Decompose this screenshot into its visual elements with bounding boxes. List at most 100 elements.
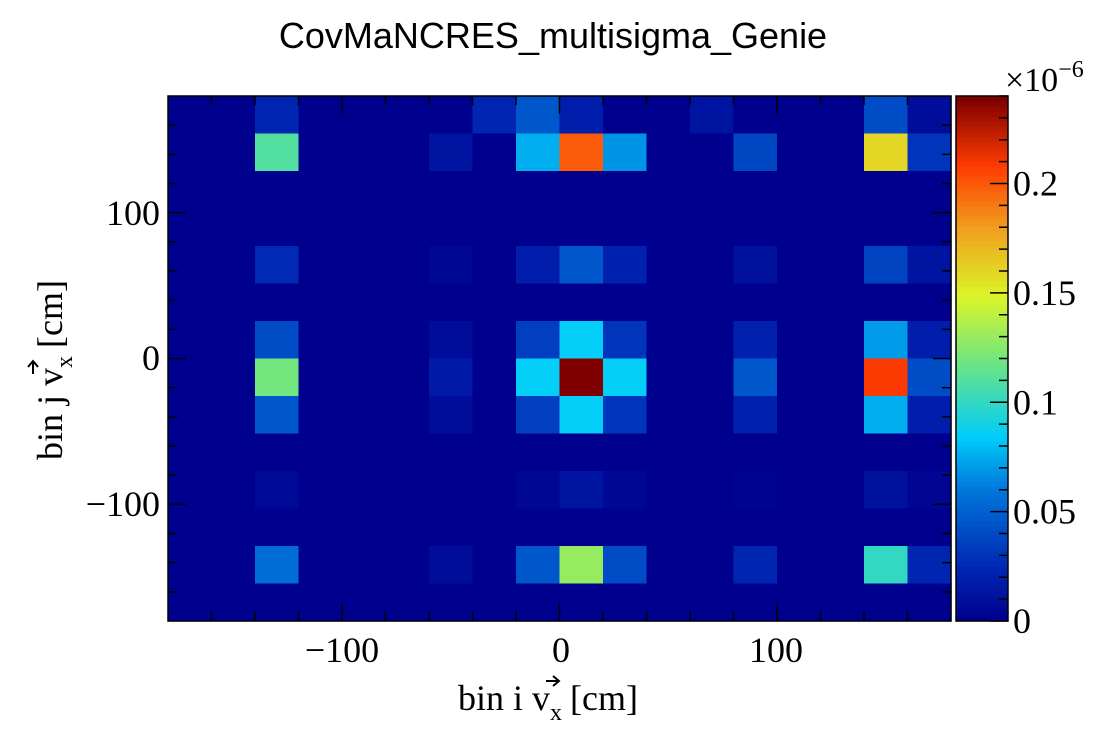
heatmap-cell bbox=[385, 396, 430, 435]
heatmap-cell bbox=[559, 133, 604, 172]
heatmap-cell bbox=[385, 133, 430, 172]
heatmap-cell bbox=[385, 358, 430, 397]
colorbar-segment bbox=[956, 591, 1008, 597]
heatmap-cell bbox=[559, 546, 604, 585]
heatmap-cell bbox=[733, 508, 778, 547]
heatmap-cell bbox=[820, 246, 865, 285]
heatmap-cell bbox=[777, 396, 822, 435]
heatmap-cell bbox=[559, 508, 604, 547]
colorbar-segment bbox=[956, 146, 1008, 152]
heatmap-cell bbox=[385, 283, 430, 322]
heatmap-cell bbox=[777, 133, 822, 172]
heatmap-cell bbox=[646, 396, 691, 435]
heatmap-cell bbox=[907, 133, 952, 172]
colorbar-segment bbox=[956, 416, 1008, 422]
heatmap-cell bbox=[429, 546, 474, 585]
heatmap-cell bbox=[777, 358, 822, 397]
colorbar-segment bbox=[956, 336, 1008, 342]
heatmap-cell bbox=[342, 358, 387, 397]
colorbar-segment bbox=[956, 481, 1008, 487]
heatmap-cell bbox=[168, 133, 213, 172]
heatmap-cell bbox=[211, 321, 256, 360]
colorbar-segment bbox=[956, 261, 1008, 267]
y-axis-var: v bbox=[30, 368, 70, 386]
colorbar-segment bbox=[956, 436, 1008, 442]
colorbar-segment bbox=[956, 301, 1008, 307]
colorbar-segment bbox=[956, 466, 1008, 472]
heatmap-cell bbox=[603, 96, 648, 135]
heatmap-cell bbox=[603, 508, 648, 547]
heatmap-cell bbox=[472, 546, 517, 585]
heatmap-cell bbox=[298, 358, 343, 397]
heatmap-cell bbox=[429, 583, 474, 622]
heatmap-cell bbox=[559, 171, 604, 210]
colorbar-segment bbox=[956, 546, 1008, 552]
heatmap-cell bbox=[907, 171, 952, 210]
colorbar-segment bbox=[956, 236, 1008, 242]
colorbar-segment bbox=[956, 611, 1008, 617]
colorbar-segment bbox=[956, 606, 1008, 612]
colorbar-segment bbox=[956, 601, 1008, 607]
colorbar-segment bbox=[956, 501, 1008, 507]
colorbar-segment bbox=[956, 141, 1008, 147]
heatmap-cell bbox=[690, 208, 735, 247]
colorbar-segment bbox=[956, 216, 1008, 222]
heatmap-cell bbox=[168, 508, 213, 547]
heatmap-cell bbox=[472, 133, 517, 172]
colorbar-segment bbox=[956, 596, 1008, 602]
heatmap-cell bbox=[690, 471, 735, 510]
heatmap-cell bbox=[864, 583, 909, 622]
heatmap-cell bbox=[559, 96, 604, 135]
colorbar bbox=[956, 96, 1008, 622]
heatmap-cell bbox=[516, 508, 561, 547]
heatmap-cell bbox=[516, 171, 561, 210]
colorbar-segment bbox=[956, 111, 1008, 117]
heatmap-cell bbox=[298, 133, 343, 172]
heatmap-cell bbox=[733, 358, 778, 397]
heatmap-cell bbox=[516, 546, 561, 585]
heatmap-cell bbox=[864, 433, 909, 472]
heatmap-cell bbox=[472, 583, 517, 622]
colorbar-segment bbox=[956, 571, 1008, 577]
heatmap-cell bbox=[516, 208, 561, 247]
heatmap-cell bbox=[429, 283, 474, 322]
colorbar-segment bbox=[956, 356, 1008, 362]
heatmap-cell bbox=[168, 171, 213, 210]
heatmap-cell bbox=[211, 246, 256, 285]
colorbar-segment bbox=[956, 226, 1008, 232]
heatmap-cell bbox=[777, 583, 822, 622]
heatmap-cell bbox=[342, 96, 387, 135]
colorbar-segment bbox=[956, 196, 1008, 202]
colorbar-segment bbox=[956, 366, 1008, 372]
heatmap-cell bbox=[603, 171, 648, 210]
colorbar-segment bbox=[956, 351, 1008, 357]
heatmap-cell bbox=[646, 583, 691, 622]
colorbar-segment bbox=[956, 156, 1008, 162]
heatmap-cell bbox=[255, 133, 300, 172]
heatmap-cell bbox=[820, 508, 865, 547]
colorbar-segment bbox=[956, 496, 1008, 502]
heatmap-cell bbox=[733, 283, 778, 322]
heatmap-cell bbox=[646, 171, 691, 210]
heatmap-cell bbox=[472, 246, 517, 285]
heatmap-cell bbox=[733, 208, 778, 247]
colorbar-segment bbox=[956, 371, 1008, 377]
colorbar-segment bbox=[956, 471, 1008, 477]
heatmap-cell bbox=[864, 283, 909, 322]
heatmap-cell bbox=[646, 246, 691, 285]
y-axis-label: bin j vx [cm] bbox=[27, 280, 78, 460]
heatmap-cell bbox=[429, 133, 474, 172]
x-axis-label: bin i vx [cm] bbox=[458, 675, 638, 726]
axis-ticks bbox=[168, 96, 951, 621]
heatmap-cell bbox=[907, 358, 952, 397]
heatmap-cell bbox=[907, 208, 952, 247]
x-axis-prefix: bin i bbox=[458, 678, 523, 718]
heatmap-cell bbox=[342, 508, 387, 547]
heatmap-cell bbox=[298, 433, 343, 472]
heatmap-cell bbox=[429, 208, 474, 247]
colorbar-segment bbox=[956, 251, 1008, 257]
colorbar-segment bbox=[956, 556, 1008, 562]
heatmap-cell bbox=[820, 546, 865, 585]
heatmap-cell bbox=[516, 283, 561, 322]
colorbar-segment bbox=[956, 206, 1008, 212]
